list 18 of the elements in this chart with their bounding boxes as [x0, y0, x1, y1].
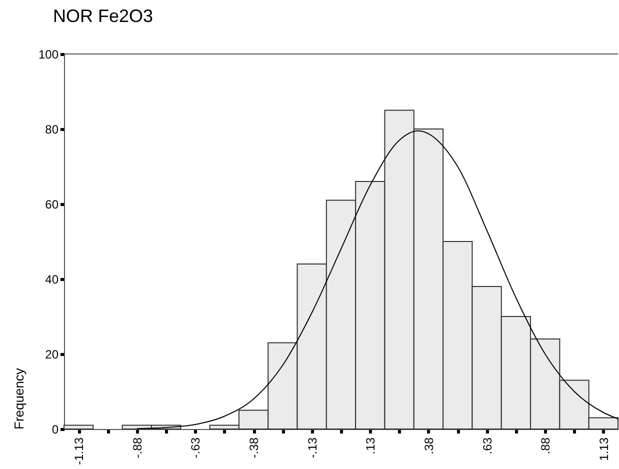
x-tick-label: -.13 [305, 437, 320, 458]
y-tick-label: 40 [45, 272, 59, 286]
x-tick-label: .88 [538, 437, 553, 454]
y-tick-label: 80 [45, 122, 59, 136]
x-tick-label: -1.13 [72, 437, 86, 465]
x-tick-label: .38 [422, 437, 436, 454]
chart-title: NOR Fe2O3 [52, 6, 154, 26]
y-tick-label: 100 [38, 48, 59, 62]
y-axis-title: Frequency [11, 368, 26, 430]
x-tick-label: .63 [480, 437, 494, 454]
x-tick-label: -.38 [247, 437, 262, 458]
x-tick-label: 1.13 [596, 437, 611, 461]
x-tick-label: .13 [364, 437, 378, 454]
y-tick-label: 0 [52, 422, 59, 436]
x-tick-label: -.88 [130, 437, 144, 458]
y-tick-label: 60 [45, 198, 59, 212]
y-tick-label: 20 [45, 348, 59, 362]
x-tick-label: -.63 [188, 437, 203, 458]
